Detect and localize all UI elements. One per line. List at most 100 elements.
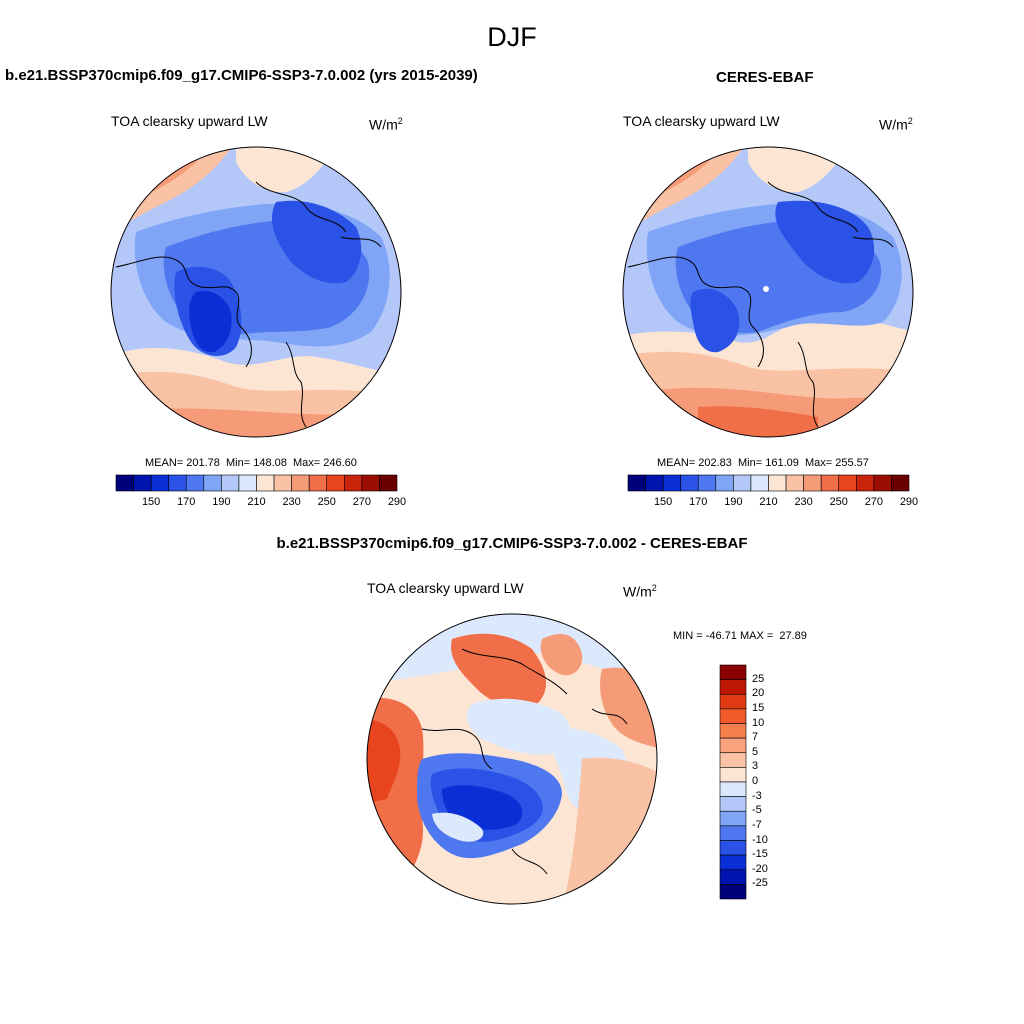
colorbar-tick-label: 190: [212, 496, 231, 508]
colorbar-swatch: [750, 474, 769, 492]
colorbar-swatch: [133, 474, 152, 492]
colorbar-tick-label: 10: [752, 716, 765, 729]
colorbar-tick-label: 270: [864, 496, 884, 508]
colorbar-swatch: [719, 810, 747, 827]
colorbar-swatch: [719, 679, 747, 695]
colorbar-swatch: [715, 474, 734, 492]
colorbar-swatch: [719, 708, 747, 724]
colorbar-swatch: [379, 474, 398, 492]
colorbar-tick-label: 0: [752, 775, 759, 787]
colorbar-tick-label: -3: [752, 789, 762, 802]
colorbar-swatch: [719, 825, 747, 841]
colorbar-swatch: [719, 840, 747, 856]
diff-panel-minmax: MIN = -46.71 MAX = 27.89: [673, 630, 807, 642]
left-polar-map: [110, 146, 402, 438]
colorbar-tick-label: 290: [387, 496, 407, 508]
colorbar-swatch: [856, 474, 875, 492]
colorbar-swatch: [344, 474, 363, 492]
right-panel-variable-label: TOA clearsky upward LW: [623, 113, 780, 129]
right-panel-units: W/m2: [879, 116, 913, 133]
right-colorbar-ticks: 150 170 190 210 230 250 270 290: [628, 496, 918, 510]
colorbar-tick-label: 270: [352, 496, 372, 508]
colorbar-swatch: [719, 796, 747, 812]
left-colorbar: [115, 474, 398, 492]
colorbar-swatch: [768, 474, 787, 492]
diff-colorbar-ticks: 25 20 15 10 7 5 3 0 -3 -5 -7 -10 -15 -20 -25: [752, 665, 792, 899]
diff-panel-variable-label: TOA clearsky upward LW: [367, 580, 524, 596]
colorbar-swatch: [361, 474, 380, 492]
colorbar-swatch: [719, 723, 747, 739]
colorbar-tick-label: 190: [724, 496, 743, 508]
colorbar-swatch: [627, 474, 646, 492]
colorbar-tick-label: 15: [752, 701, 765, 714]
colorbar-swatch: [680, 474, 699, 492]
colorbar-tick-label: 3: [752, 760, 759, 773]
colorbar-swatch: [238, 474, 257, 492]
colorbar-swatch: [719, 693, 747, 710]
colorbar-swatch: [838, 474, 857, 492]
left-panel-stats: MEAN= 201.78 Min= 148.08 Max= 246.60: [145, 457, 357, 469]
colorbar-swatch: [719, 854, 747, 871]
right-panel-case-title: CERES-EBAF: [716, 69, 814, 86]
left-panel-units: W/m2: [369, 116, 403, 133]
colorbar-tick-label: 230: [794, 496, 813, 508]
diff-polar-map: [366, 613, 658, 905]
colorbar-swatch: [785, 474, 804, 492]
colorbar-swatch: [820, 474, 840, 492]
colorbar-tick-label: 5: [752, 745, 759, 758]
figure-title: DJF: [487, 22, 537, 52]
colorbar-tick-label: 7: [752, 731, 759, 744]
colorbar-swatch: [185, 474, 205, 492]
colorbar-tick-label: 20: [752, 687, 765, 700]
colorbar-tick-label: 290: [899, 496, 919, 508]
colorbar-swatch: [719, 752, 747, 768]
colorbar-swatch: [221, 474, 240, 492]
colorbar-swatch: [256, 474, 275, 492]
colorbar-tick-label: -7: [752, 818, 762, 831]
right-colorbar: [627, 474, 910, 492]
colorbar-swatch: [326, 474, 345, 492]
colorbar-tick-label: 150: [653, 496, 673, 508]
colorbar-swatch: [273, 474, 292, 492]
colorbar-swatch: [203, 474, 222, 492]
colorbar-swatch: [150, 474, 169, 492]
colorbar-tick-label: -25: [752, 877, 768, 890]
colorbar-swatch: [891, 474, 910, 492]
left-panel-case-title: b.e21.BSSP370cmip6.f09_g17.CMIP6-SSP3-7.…: [5, 67, 478, 84]
colorbar-swatch: [697, 474, 717, 492]
colorbar-swatch: [719, 767, 747, 783]
colorbar-swatch: [308, 474, 328, 492]
colorbar-swatch: [719, 737, 747, 754]
colorbar-swatch: [115, 474, 134, 492]
colorbar-tick-label: 210: [247, 496, 266, 508]
colorbar-tick-label: 250: [829, 496, 848, 508]
diff-panel-case-title: b.e21.BSSP370cmip6.f09_g17.CMIP6-SSP3-7.…: [276, 535, 748, 552]
right-panel-stats: MEAN= 202.83 Min= 161.09 Max= 255.57: [657, 457, 869, 469]
colorbar-swatch: [168, 474, 187, 492]
colorbar-tick-label: 250: [317, 496, 336, 508]
colorbar-tick-label: 150: [141, 496, 161, 508]
colorbar-tick-label: -20: [752, 862, 768, 875]
colorbar-swatch: [719, 664, 747, 680]
colorbar-tick-label: 170: [689, 496, 708, 508]
colorbar-tick-label: 230: [282, 496, 301, 508]
colorbar-tick-label: -15: [752, 848, 768, 861]
colorbar-swatch: [719, 869, 747, 885]
colorbar-tick-label: -5: [752, 804, 762, 817]
colorbar-swatch: [719, 884, 747, 900]
colorbar-swatch: [803, 474, 822, 492]
diff-panel-units: W/m2: [623, 583, 657, 600]
colorbar-swatch: [645, 474, 664, 492]
colorbar-swatch: [662, 474, 681, 492]
diff-colorbar: [719, 664, 747, 900]
colorbar-tick-label: 170: [177, 496, 196, 508]
left-colorbar-ticks: 150 170 190 210 230 250 270 290: [116, 496, 406, 510]
colorbar-swatch: [291, 474, 310, 492]
left-panel-variable-label: TOA clearsky upward LW: [111, 113, 268, 129]
colorbar-swatch: [873, 474, 892, 492]
colorbar-tick-label: 25: [752, 672, 765, 685]
colorbar-swatch: [733, 474, 752, 492]
right-polar-map: [622, 146, 914, 438]
colorbar-tick-label: -10: [752, 833, 768, 846]
colorbar-tick-label: 210: [759, 496, 778, 508]
